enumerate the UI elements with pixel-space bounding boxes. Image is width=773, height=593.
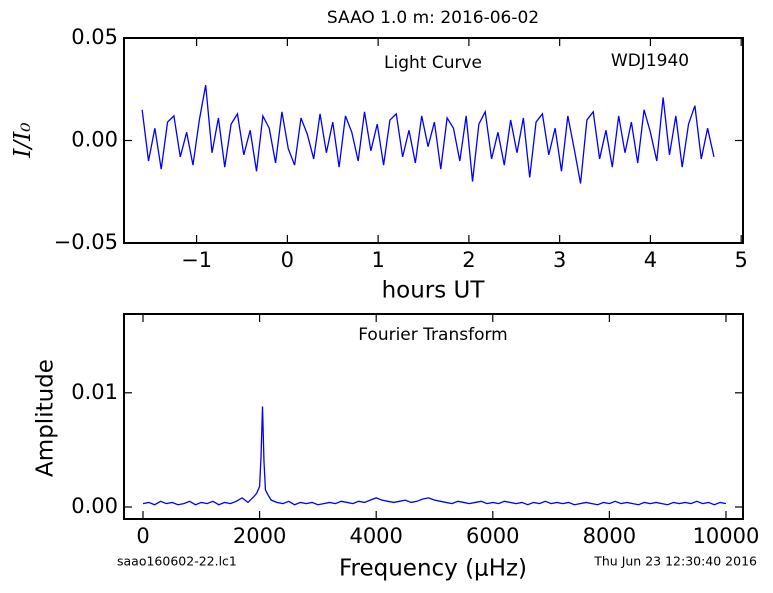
x-axis-label: hours UT <box>382 278 486 304</box>
x-tick-label: 2000 <box>233 524 286 548</box>
plot-frame <box>123 37 744 244</box>
annotation: WDJ1940 <box>611 51 689 71</box>
annotation: Fourier Transform <box>358 325 507 345</box>
x-tick-label: 0 <box>136 524 149 548</box>
footer-left: saao160602-22.lc1 <box>117 554 237 569</box>
x-tick-label: 10000 <box>693 524 760 548</box>
x-tick-label: 5 <box>734 248 747 272</box>
footer-right: Thu Jun 23 12:30:40 2016 <box>593 554 757 569</box>
x-tick-label: −1 <box>181 248 212 272</box>
x-axis-label: Frequency (μHz) <box>339 556 527 582</box>
x-tick-label: 8000 <box>583 524 636 548</box>
x-tick-label: 4 <box>644 248 657 272</box>
y-tick-label: 0.01 <box>71 380 118 404</box>
plot-frame <box>123 313 744 520</box>
x-tick-label: 2 <box>462 248 475 272</box>
data-line <box>142 406 727 506</box>
x-tick-label: 6000 <box>466 524 519 548</box>
chart-title: SAAO 1.0 m: 2016-06-02 <box>327 8 539 28</box>
y-axis-label: I/I₀ <box>10 122 36 158</box>
x-tick-label: 4000 <box>349 524 402 548</box>
y-tick-label: 0.00 <box>71 494 118 518</box>
y-tick-label: 0.05 <box>71 25 118 49</box>
x-tick-label: 0 <box>281 248 294 272</box>
y-tick-label: −0.05 <box>54 230 118 254</box>
y-tick-label: 0.00 <box>71 128 118 152</box>
x-tick-label: 3 <box>553 248 566 272</box>
data-line <box>141 85 715 184</box>
x-tick-label: 1 <box>371 248 384 272</box>
annotation: Light Curve <box>384 53 482 73</box>
y-axis-label: Amplitude <box>33 359 59 477</box>
